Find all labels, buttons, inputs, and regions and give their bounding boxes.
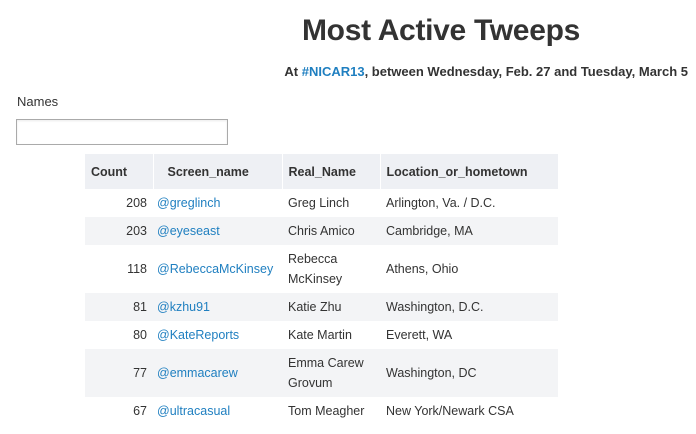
table-row: 81 @kzhu91 Katie Zhu Washington, D.C. [85, 293, 558, 321]
real-name-cell: Chris Amico [282, 217, 380, 245]
table-header-row: Count Screen_name Real_Name Location_or_… [85, 154, 558, 189]
count-cell: 77 [85, 349, 153, 397]
count-cell: 118 [85, 245, 153, 293]
screen-name-cell: @emmacarew [153, 349, 282, 397]
location-cell: Athens, Ohio [380, 245, 558, 293]
screen-name-link[interactable]: @greglinch [157, 196, 221, 210]
screen-name-cell: @eyeseast [153, 217, 282, 245]
location-cell: Everett, WA [380, 321, 558, 349]
screen-name-link[interactable]: @RebeccaMcKinsey [157, 262, 274, 276]
screen-name-link[interactable]: @KateReports [157, 328, 240, 342]
count-cell: 80 [85, 321, 153, 349]
subtitle-prefix: At [284, 64, 302, 79]
real-name-cell: Emma Carew Grovum [282, 349, 380, 397]
page-subtitle: At #NICAR13, between Wednesday, Feb. 27 … [140, 64, 688, 79]
table-row: 118 @RebeccaMcKinsey Rebecca McKinsey At… [85, 245, 558, 293]
screen-name-cell: @RebeccaMcKinsey [153, 245, 282, 293]
table-row: 67 @ultracasual Tom Meagher New York/New… [85, 397, 558, 425]
screen-name-cell: @greglinch [153, 189, 282, 217]
column-header-location[interactable]: Location_or_hometown [379, 154, 558, 189]
screen-name-cell: @ultracasual [153, 397, 282, 425]
count-cell: 81 [85, 293, 153, 321]
location-cell: New York/Newark CSA [380, 397, 558, 425]
screen-name-link[interactable]: @ultracasual [157, 404, 231, 418]
screen-name-cell: @KateReports [153, 321, 282, 349]
count-cell: 67 [85, 397, 153, 425]
count-cell: 208 [85, 189, 153, 217]
screen-name-link[interactable]: @eyeseast [157, 224, 220, 238]
real-name-cell: Rebecca McKinsey [282, 245, 380, 293]
names-filter-input[interactable] [16, 119, 228, 145]
real-name-cell: Katie Zhu [282, 293, 380, 321]
real-name-cell: Kate Martin [282, 321, 380, 349]
count-cell: 203 [85, 217, 153, 245]
table-row: 203 @eyeseast Chris Amico Cambridge, MA [85, 217, 558, 245]
location-cell: Washington, D.C. [380, 293, 558, 321]
table-row: 80 @KateReports Kate Martin Everett, WA [85, 321, 558, 349]
screen-name-cell: @kzhu91 [153, 293, 282, 321]
real-name-cell: Greg Linch [282, 189, 380, 217]
subtitle-suffix: , between Wednesday, Feb. 27 and Tuesday… [364, 64, 688, 79]
screen-name-link[interactable]: @emmacarew [157, 366, 238, 380]
tweeps-table: Count Screen_name Real_Name Location_or_… [85, 154, 558, 425]
column-header-real-name[interactable]: Real_Name [281, 154, 380, 189]
location-cell: Arlington, Va. / D.C. [380, 189, 558, 217]
real-name-cell: Tom Meagher [282, 397, 380, 425]
hashtag-link[interactable]: #NICAR13 [301, 64, 365, 79]
location-cell: Cambridge, MA [380, 217, 558, 245]
column-header-screen-name[interactable]: Screen_name [152, 154, 282, 189]
names-filter-label: Names [17, 94, 59, 109]
location-cell: Washington, DC [380, 349, 558, 397]
column-header-count[interactable]: Count [85, 154, 153, 189]
table-row: 77 @emmacarew Emma Carew Grovum Washingt… [85, 349, 558, 397]
table-row: 208 @greglinch Greg Linch Arlington, Va.… [85, 189, 558, 217]
screen-name-link[interactable]: @kzhu91 [157, 300, 210, 314]
page-title: Most Active Tweeps [301, 14, 580, 47]
